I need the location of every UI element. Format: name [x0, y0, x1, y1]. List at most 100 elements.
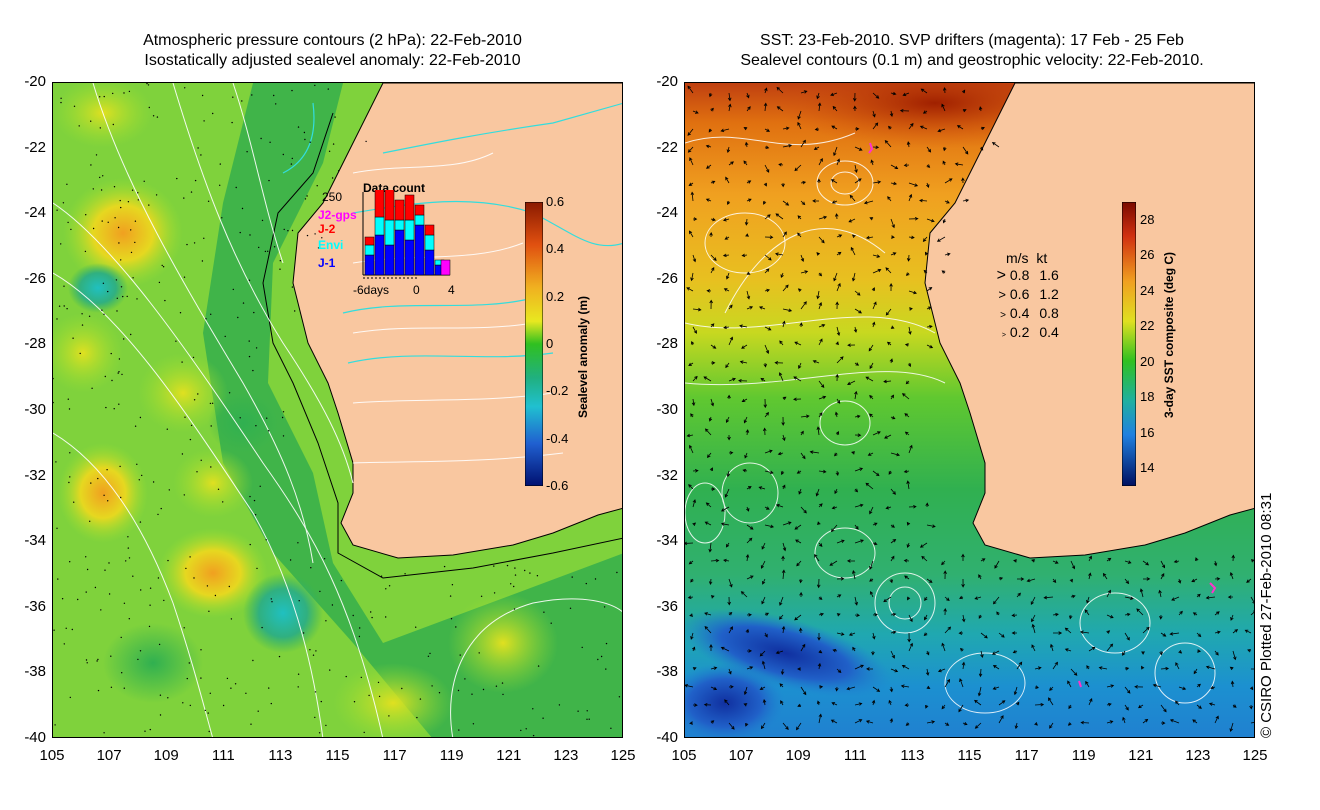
- colorbar-tick-label: 0.2: [546, 288, 565, 304]
- stipple-dot: [144, 730, 146, 732]
- velocity-arrow: [961, 661, 966, 670]
- velocity-arrow: [1191, 578, 1198, 583]
- stipple-dot: [230, 618, 233, 620]
- velocity-arrow: [1031, 559, 1036, 563]
- velocity-arrow: [723, 558, 730, 563]
- velocity-arrow: [688, 230, 694, 238]
- velocity-arrow: [1159, 614, 1163, 620]
- velocity-key-kt: 1.2: [1039, 286, 1059, 302]
- velocity-arrow: [728, 377, 736, 382]
- stipple-dot: [101, 220, 103, 222]
- velocity-arrow: [865, 376, 874, 382]
- stipple-dot: [309, 649, 311, 651]
- velocity-arrow: [1026, 578, 1036, 583]
- stipple-dot: [200, 649, 202, 651]
- stipple-dot: [108, 593, 111, 595]
- stipple-dot: [282, 411, 285, 413]
- stipple-dot: [92, 227, 95, 230]
- stipple-dot: [327, 88, 329, 90]
- velocity-arrow: [1088, 572, 1092, 580]
- velocity-key-ms-header: m/s: [1006, 250, 1029, 266]
- velocity-arrow: [764, 326, 772, 331]
- velocity-arrow: [1208, 702, 1216, 706]
- stipple-dot: [388, 715, 390, 717]
- velocity-arrow: [762, 578, 766, 585]
- velocity-arrow: [962, 722, 968, 726]
- stipple-dot: [532, 708, 534, 710]
- stipple-dot: [317, 247, 320, 249]
- velocity-arrow: [776, 86, 784, 94]
- velocity-arrow: [710, 217, 716, 222]
- velocity-arrow: [1214, 650, 1219, 656]
- stipple-dot: [201, 260, 204, 262]
- colorbar-tick-label: 14: [1140, 460, 1155, 476]
- stipple-dot: [297, 673, 300, 675]
- stipple-dot: [149, 604, 151, 606]
- stipple-dot: [297, 686, 299, 688]
- velocity-arrow: [1034, 666, 1042, 670]
- stipple-dot: [581, 646, 583, 649]
- stipple-dot: [147, 84, 150, 86]
- velocity-arrow: [746, 198, 752, 202]
- shelf-isobath: [262, 112, 622, 579]
- velocity-arrow: [818, 503, 823, 508]
- velocity-arrow: [924, 596, 928, 601]
- velocity-arrow: [919, 542, 928, 548]
- stipple-dot: [207, 200, 210, 202]
- stipple-dot: [537, 665, 540, 667]
- stipple-dot: [226, 677, 229, 680]
- colorbar-tick-label: 24: [1140, 282, 1155, 298]
- stipple-dot: [63, 305, 65, 307]
- velocity-arrow: [890, 488, 896, 495]
- stipple-dot: [588, 718, 590, 720]
- stipple-dot: [415, 626, 417, 628]
- velocity-arrow: [904, 575, 910, 580]
- velocity-arrow: [796, 722, 802, 731]
- velocity-arrow: [854, 596, 858, 606]
- velocity-arrow: [904, 413, 910, 418]
- velocity-arrow: [926, 218, 935, 223]
- stipple-dot: [60, 243, 62, 245]
- x-tick-label: 121: [1128, 747, 1154, 764]
- velocity-arrow: [920, 88, 928, 94]
- stipple-dot: [294, 310, 296, 312]
- velocity-arrow: [1064, 627, 1072, 634]
- velocity-arrow: [710, 720, 715, 724]
- velocity-arrow: [818, 412, 823, 418]
- velocity-arrow: [759, 650, 766, 657]
- velocity-arrow: [830, 179, 838, 184]
- x-tick-label: 119: [439, 747, 464, 764]
- stipple-dot: [107, 221, 109, 223]
- stipple-dot: [61, 598, 64, 600]
- velocity-arrow: [1106, 720, 1114, 724]
- velocity-arrow: [818, 685, 824, 689]
- velocity-arrow: [727, 596, 731, 606]
- velocity-arrow: [890, 325, 895, 329]
- velocity-arrow: [812, 199, 820, 203]
- velocity-arrow: [816, 426, 821, 436]
- velocity-arrow: [977, 686, 982, 697]
- stipple-dot: [63, 285, 65, 287]
- velocity-arrow: [800, 452, 806, 460]
- velocity-arrow: [851, 451, 856, 455]
- velocity-arrow: [692, 375, 698, 382]
- velocity-key-row: > 0.2 0.4: [990, 324, 1059, 340]
- velocity-arrow: [1175, 700, 1180, 706]
- velocity-arrow: [942, 218, 947, 224]
- velocity-arrow: [726, 272, 730, 280]
- inset-bar: [374, 234, 385, 276]
- stipple-dot: [314, 716, 316, 719]
- velocity-arrow: [1134, 685, 1144, 689]
- velocity-arrow: [1050, 643, 1054, 652]
- stipple-dot: [183, 197, 185, 199]
- y-tick-label: -40: [24, 729, 46, 746]
- velocity-arrow: [709, 643, 713, 651]
- inset-bar: [384, 244, 395, 276]
- stipple-dot: [100, 609, 102, 611]
- velocity-arrow: [745, 722, 749, 727]
- velocity-arrow: [818, 236, 825, 244]
- stipple-dot: [86, 568, 89, 571]
- stipple-dot: [53, 377, 54, 380]
- stipple-dot: [513, 608, 516, 610]
- stipple-dot: [306, 234, 309, 237]
